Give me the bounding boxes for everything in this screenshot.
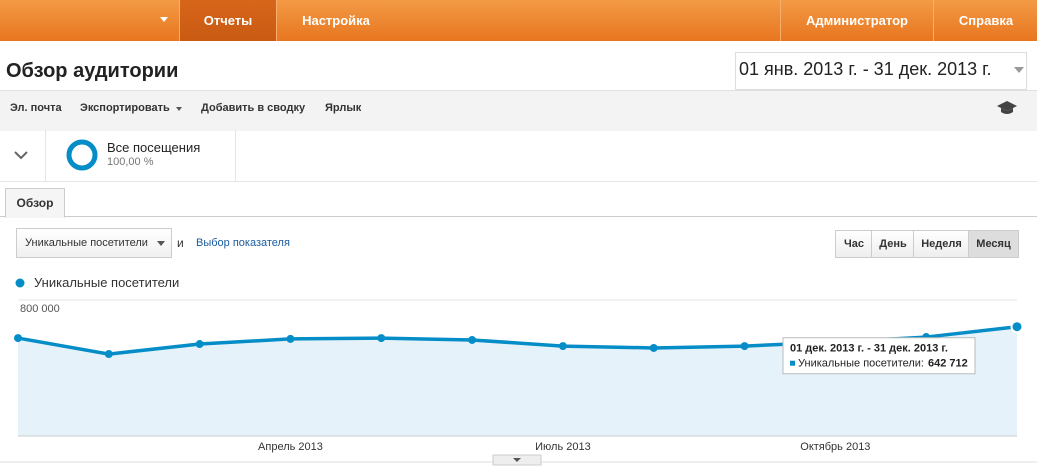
- date-picker[interactable]: 01 янв. 2013 г. - 31 дек. 2013 г.: [735, 52, 1027, 90]
- toolbar-button[interactable]: Добавить в сводку: [201, 102, 306, 114]
- data-point: [468, 335, 477, 344]
- nav-item[interactable]: Администратор: [780, 0, 933, 41]
- top-nav: Отчеты Настройка Администратор Справка: [0, 0, 1037, 41]
- menu-arrow[interactable]: [160, 17, 168, 22]
- period-button[interactable]: День: [871, 230, 915, 258]
- tooltip-swatch: [790, 360, 795, 366]
- metric-label: Уникальные посетители: [25, 237, 148, 249]
- tooltip: 01 дек. 2013 г. - 31 дек. 2013 г. Уникаль…: [782, 337, 976, 375]
- segment-share: 100,00 %: [107, 156, 154, 168]
- tooltip-title: 01 дек. 2013 г. - 31 дек. 2013 г.: [790, 343, 948, 355]
- tab-line: [0, 216, 1037, 217]
- nav-item[interactable]: Настройка: [276, 0, 395, 41]
- segment-donut: [66, 139, 98, 171]
- help-icon[interactable]: [996, 100, 1018, 116]
- add-metric-link[interactable]: Выбор показателя: [196, 237, 290, 249]
- collapse-arrow: [513, 458, 521, 462]
- dropdown-arrow: [176, 107, 182, 111]
- nav-item[interactable]: Справка: [933, 0, 1037, 41]
- divider: [45, 130, 46, 181]
- data-point: [740, 342, 749, 351]
- data-point: [286, 334, 295, 343]
- period-button[interactable]: Неделя: [913, 230, 970, 258]
- toolbar-button[interactable]: Ярлык: [325, 102, 362, 114]
- toolbar-button[interactable]: Эл. почта: [10, 102, 62, 114]
- metric-select[interactable]: Уникальные посетители: [16, 228, 172, 258]
- legend-label: Уникальные посетители: [34, 275, 179, 290]
- data-point: [14, 334, 22, 343]
- x-tick-label: Июль 2013: [535, 441, 591, 453]
- tooltip-value: 642 712: [928, 358, 968, 370]
- tooltip-box: [782, 337, 976, 375]
- segment-name[interactable]: Все посещения: [107, 140, 201, 155]
- data-point: [1010, 320, 1024, 334]
- x-tick-label: Апрель 2013: [258, 441, 323, 453]
- page-title: Обзор аудитории: [6, 60, 179, 82]
- segment-bar: [0, 130, 1037, 182]
- data-point: [377, 334, 386, 343]
- conjunction: и: [177, 236, 184, 250]
- period-button[interactable]: Месяц: [968, 230, 1019, 258]
- chart: Уникальные посетители400 000800 000Апрел…: [0, 275, 1037, 466]
- divider: [235, 130, 236, 181]
- expand-chevron[interactable]: [14, 150, 28, 160]
- area: [18, 326, 1017, 436]
- tooltip-series: Уникальные посетители:: [798, 358, 924, 370]
- nav-item[interactable]: Отчеты: [179, 0, 276, 41]
- y-tick-label: 800 000: [20, 303, 60, 315]
- data-point: [558, 342, 567, 351]
- tab[interactable]: Обзор: [5, 188, 65, 218]
- toolbar: [0, 90, 1037, 131]
- dropdown-arrow: [1014, 67, 1024, 73]
- data-point: [104, 350, 113, 359]
- toolbar-button[interactable]: Экспортировать: [80, 102, 170, 114]
- period-button[interactable]: Час: [835, 230, 873, 258]
- data-point: [195, 340, 204, 349]
- data-point: [649, 343, 658, 352]
- legend-dot: [15, 278, 25, 288]
- date-range: 01 янв. 2013 г. - 31 дек. 2013 г.: [739, 59, 992, 79]
- dropdown-arrow: [157, 241, 165, 246]
- x-tick-label: Октябрь 2013: [800, 441, 870, 453]
